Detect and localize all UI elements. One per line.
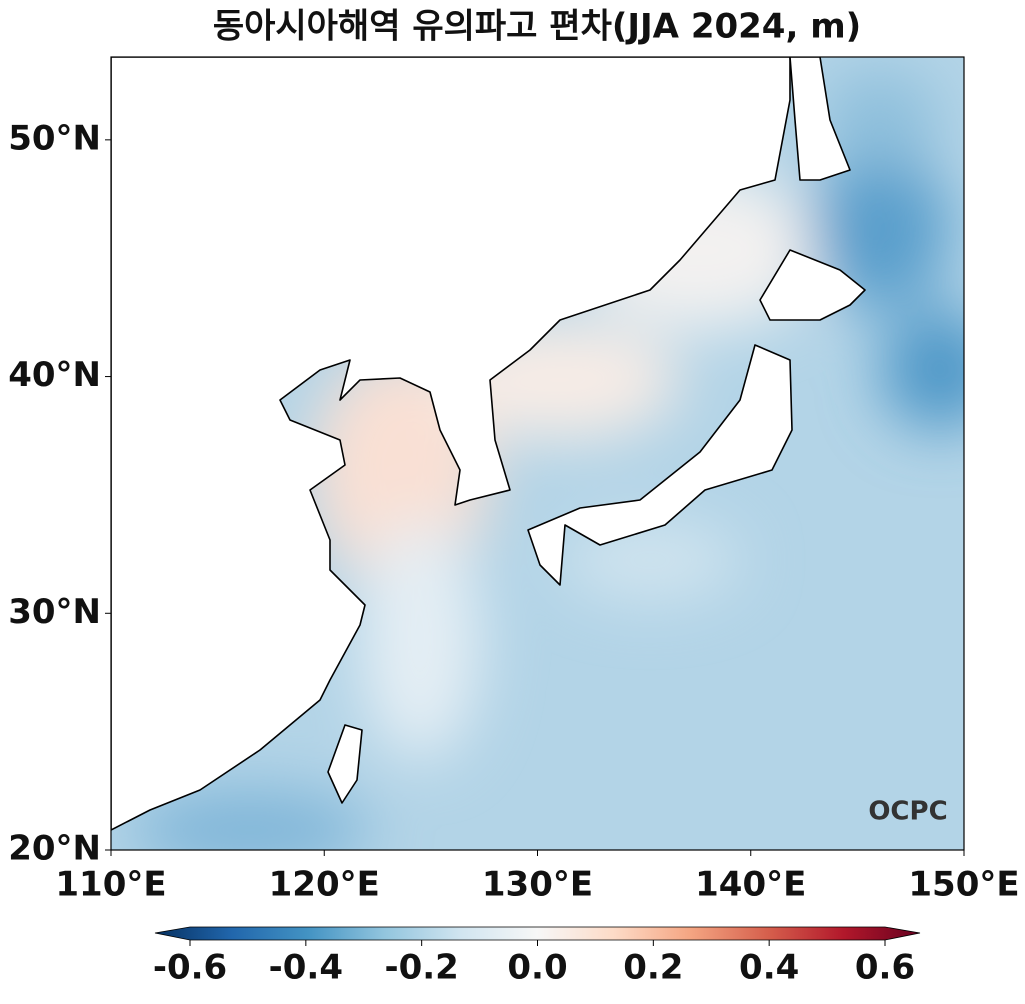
y-tick-label: 30°N bbox=[8, 592, 101, 632]
x-tick-label: 110°E bbox=[55, 865, 166, 905]
x-tick-label: 150°E bbox=[908, 865, 1019, 905]
x-tick-label: 120°E bbox=[269, 865, 380, 905]
colorbar-tick-label: -0.4 bbox=[269, 948, 343, 988]
y-tick-label: 50°N bbox=[8, 118, 101, 158]
colorbar-tick-label: 0.6 bbox=[855, 948, 915, 988]
colorbar-tick-label: 0.0 bbox=[507, 948, 567, 988]
y-tick-label: 20°N bbox=[8, 829, 101, 869]
x-tick-label: 140°E bbox=[695, 865, 806, 905]
colorbar bbox=[154, 926, 921, 941]
colorbar-tick-label: -0.2 bbox=[384, 948, 458, 988]
colorbar-tick-label: -0.6 bbox=[153, 948, 227, 988]
title: 동아시아해역 유의파고 편차(JJA 2024, m) bbox=[213, 7, 861, 47]
x-tick-label: 130°E bbox=[482, 865, 593, 905]
anomaly-field: OCPC bbox=[111, 57, 964, 850]
colorbar-tick-label: 0.2 bbox=[623, 948, 683, 988]
colorbar-tick-label: 0.4 bbox=[739, 948, 799, 988]
y-tick-label: 40°N bbox=[8, 355, 101, 395]
logo: OCPC bbox=[868, 797, 947, 827]
